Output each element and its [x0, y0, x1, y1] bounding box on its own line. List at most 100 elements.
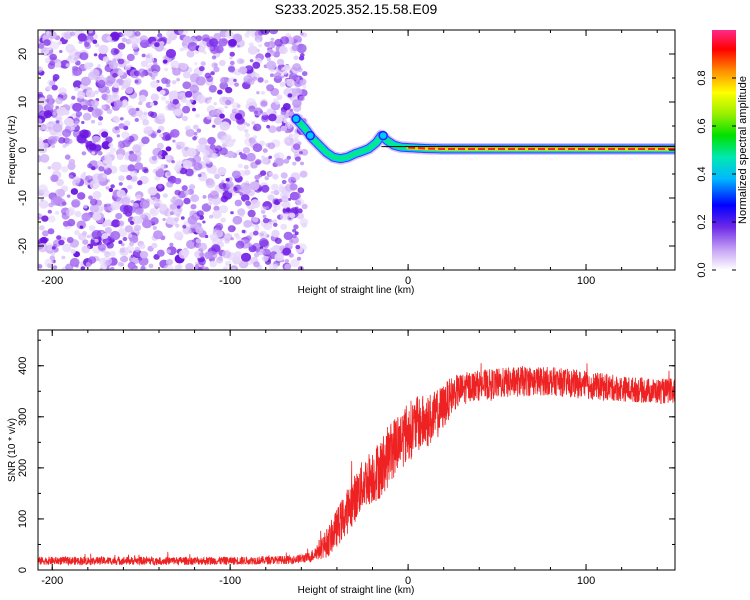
noise-blob [49, 53, 57, 61]
noise-blob [106, 241, 114, 249]
noise-blob [202, 195, 207, 199]
noise-blob [225, 138, 235, 148]
noise-blob [134, 117, 139, 122]
noise-blob [284, 259, 290, 264]
noise-blob [97, 79, 106, 88]
noise-blob [193, 162, 203, 171]
noise-blob [243, 220, 252, 228]
noise-blob [134, 79, 139, 84]
noise-blob [208, 96, 212, 100]
noise-blob [292, 99, 302, 108]
noise-blob [226, 150, 235, 158]
noise-blob [129, 221, 135, 225]
noise-blob [272, 231, 279, 237]
noise-blob [61, 236, 66, 241]
noise-blob [264, 79, 269, 84]
noise-blob [299, 151, 303, 155]
noise-blob [241, 229, 246, 234]
noise-blob [278, 46, 288, 55]
noise-blob [258, 238, 269, 247]
noise-blob [47, 126, 53, 131]
noise-blob [292, 63, 302, 72]
spectrogram-noise-layer [38, 30, 309, 270]
noise-blob [111, 219, 121, 228]
noise-blob [172, 139, 176, 143]
noise-blob [280, 172, 288, 179]
noise-blob [126, 53, 135, 62]
noise-blob [259, 110, 263, 114]
noise-blob [169, 132, 176, 138]
noise-blob [40, 236, 48, 244]
noise-blob [97, 160, 103, 166]
noise-blob [84, 62, 92, 70]
noise-blob [264, 52, 271, 59]
noise-blob [121, 243, 125, 247]
noise-blob [118, 175, 125, 182]
noise-blob [247, 209, 256, 218]
noise-blob [239, 192, 244, 196]
noise-blob [197, 267, 203, 270]
noise-blob [182, 81, 191, 90]
noise-blob [221, 250, 231, 259]
noise-blob [86, 234, 91, 239]
noise-blob [163, 47, 167, 51]
noise-blob [63, 110, 70, 116]
noise-blob [127, 233, 133, 238]
noise-blob [288, 239, 294, 244]
noise-blob [43, 39, 51, 46]
noise-blob [77, 33, 87, 42]
noise-blob [106, 179, 110, 183]
colorbar-label: Normalized spectral amplitude [737, 76, 749, 224]
noise-blob [108, 238, 113, 242]
colorbar-gradient [712, 30, 736, 270]
noise-blob [273, 98, 278, 104]
noise-blob [124, 225, 133, 233]
noise-blob [207, 136, 216, 145]
noise-blob [169, 242, 174, 247]
noise-blob [115, 212, 123, 220]
noise-blob [190, 194, 200, 203]
noise-blob [143, 126, 153, 135]
noise-blob [249, 59, 254, 63]
noise-blob [137, 68, 147, 77]
noise-blob [52, 77, 58, 82]
noise-blob [151, 70, 159, 78]
noise-blob [247, 45, 258, 55]
noise-blob [127, 184, 133, 190]
noise-blob [38, 141, 45, 148]
noise-blob [49, 41, 60, 50]
noise-blob [283, 119, 288, 123]
noise-blob [66, 236, 74, 244]
noise-blob [132, 41, 136, 46]
noise-blob [212, 124, 216, 128]
noise-blob [74, 120, 80, 126]
noise-blob [215, 257, 224, 264]
y-tick-label: 100 [17, 510, 29, 528]
noise-blob [64, 117, 74, 127]
noise-blob [57, 189, 65, 196]
noise-blob [207, 115, 213, 120]
noise-blob [109, 250, 116, 257]
x-tick-label: 100 [577, 275, 595, 287]
noise-blob [241, 194, 250, 202]
noise-blob [208, 201, 213, 206]
noise-blob [48, 202, 54, 208]
noise-blob [173, 164, 182, 172]
noise-blob [268, 125, 277, 133]
noise-blob [38, 242, 48, 253]
noise-blob [209, 144, 216, 150]
noise-blob [116, 134, 121, 138]
noise-blob [272, 173, 279, 180]
noise-blob [110, 184, 115, 189]
noise-blob [141, 53, 146, 58]
noise-blob [112, 126, 121, 134]
noise-blob [116, 153, 124, 161]
noise-blob [89, 179, 100, 190]
noise-blob [174, 217, 180, 222]
noise-blob [195, 238, 202, 244]
noise-blob [254, 174, 260, 180]
noise-blob [232, 215, 243, 225]
noise-blob [162, 218, 166, 221]
noise-blob [62, 129, 72, 138]
